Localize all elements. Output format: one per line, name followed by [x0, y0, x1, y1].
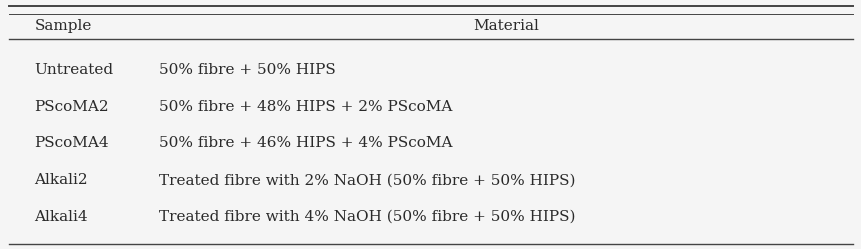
Text: 50% fibre + 46% HIPS + 4% PScoMA: 50% fibre + 46% HIPS + 4% PScoMA	[159, 136, 452, 150]
Text: PScoMA4: PScoMA4	[34, 136, 109, 150]
Text: Material: Material	[473, 19, 539, 33]
Text: 50% fibre + 50% HIPS: 50% fibre + 50% HIPS	[159, 63, 336, 77]
Text: Sample: Sample	[34, 19, 92, 33]
Text: Treated fibre with 2% NaOH (50% fibre + 50% HIPS): Treated fibre with 2% NaOH (50% fibre + …	[159, 173, 575, 187]
Text: Alkali4: Alkali4	[34, 210, 88, 224]
Text: 50% fibre + 48% HIPS + 2% PScoMA: 50% fibre + 48% HIPS + 2% PScoMA	[159, 100, 452, 114]
Text: Alkali2: Alkali2	[34, 173, 88, 187]
Text: Treated fibre with 4% NaOH (50% fibre + 50% HIPS): Treated fibre with 4% NaOH (50% fibre + …	[159, 210, 575, 224]
Text: Untreated: Untreated	[34, 63, 114, 77]
Text: PScoMA2: PScoMA2	[34, 100, 109, 114]
